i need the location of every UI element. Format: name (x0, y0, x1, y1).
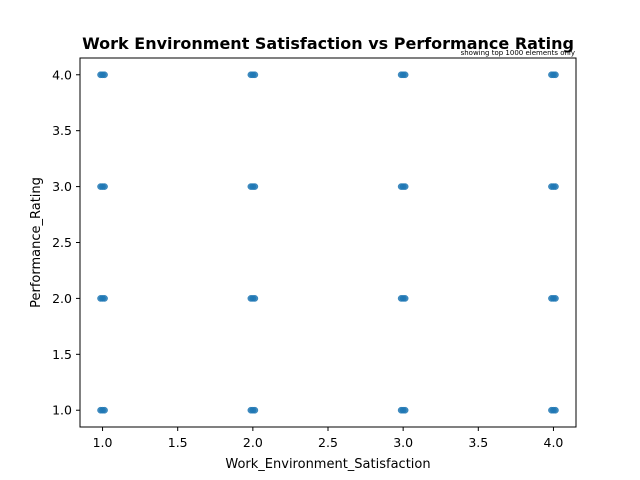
scatter-point (401, 71, 409, 79)
x-tick-label: 3.0 (393, 435, 413, 450)
y-tick-label: 2.0 (52, 291, 72, 306)
scatter-point (552, 295, 559, 302)
x-tick-label: 1.0 (93, 435, 113, 450)
y-tick-label: 1.0 (52, 403, 72, 418)
scatter-point (101, 406, 108, 414)
y-axis-label: Performance_Rating (29, 177, 44, 308)
y-tick-label: 1.5 (52, 347, 72, 362)
x-tick-label: 4.0 (544, 435, 564, 450)
scatter-point (552, 183, 559, 190)
scatter-point (552, 71, 559, 79)
y-axis-ticks: 1.0 1.5 2.0 2.5 3.0 3.5 4.0 (52, 67, 80, 418)
scatter-point (552, 406, 559, 414)
y-tick-label: 2.5 (52, 235, 72, 250)
data-points (97, 71, 559, 414)
y-tick-label: 4.0 (52, 67, 72, 82)
scatter-point (401, 183, 409, 190)
scatter-point (251, 71, 259, 79)
y-tick-label: 3.0 (52, 179, 72, 194)
scatter-point (101, 183, 108, 190)
x-tick-label: 1.5 (168, 435, 188, 450)
scatter-point (101, 71, 108, 79)
scatter-point (101, 295, 108, 302)
scatter-point (251, 406, 259, 414)
x-axis-label: Work_Environment_Satisfaction (225, 457, 430, 472)
x-axis-ticks: 1.0 1.5 2.0 2.5 3.0 3.5 4.0 (93, 427, 564, 450)
scatter-point (251, 183, 259, 190)
scatter-point (401, 295, 409, 302)
x-tick-label: 3.5 (468, 435, 488, 450)
x-tick-label: 2.0 (243, 435, 263, 450)
scatter-point (401, 406, 409, 414)
x-tick-label: 2.5 (318, 435, 338, 450)
scatter-point (251, 295, 259, 302)
chart-title: Work Environment Satisfaction vs Perform… (82, 34, 574, 53)
chart-note: showing top 1000 elements only (461, 49, 575, 57)
y-tick-label: 3.5 (52, 123, 72, 138)
